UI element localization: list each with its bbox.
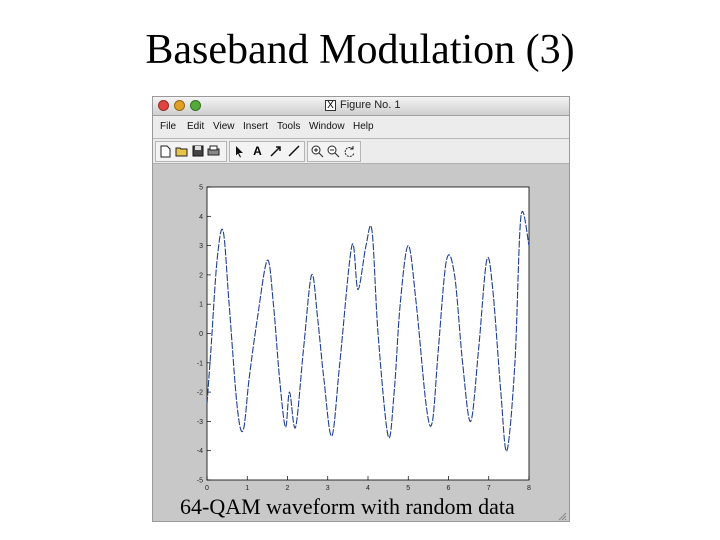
x-tick-label: 5 <box>406 485 410 492</box>
slide-title: Baseband Modulation (3) <box>145 27 575 73</box>
y-tick-label: -1 <box>197 360 203 367</box>
y-tick-label: 5 <box>199 185 203 192</box>
x-tick-label: 2 <box>286 485 290 492</box>
figure-toolbar: A <box>153 139 569 164</box>
menu-help[interactable]: Help <box>353 121 374 132</box>
rotate-icon[interactable] <box>342 143 357 159</box>
edit-tool-group: A <box>229 141 305 162</box>
y-tick-label: 4 <box>199 214 203 221</box>
minimize-window-button[interactable] <box>174 100 185 111</box>
y-tick-label: 0 <box>199 331 203 338</box>
x11-icon: X <box>325 100 336 111</box>
open-folder-icon[interactable] <box>174 143 189 159</box>
y-tick-label: -2 <box>197 390 203 397</box>
draw-line-icon[interactable] <box>286 143 301 159</box>
zoom-out-icon[interactable] <box>326 143 341 159</box>
zoom-in-icon[interactable] <box>310 143 325 159</box>
window-title: Figure No. 1 <box>340 99 401 111</box>
x-tick-label: 7 <box>487 485 491 492</box>
x-tick-label: 0 <box>205 485 209 492</box>
draw-arrow-icon[interactable] <box>268 143 283 159</box>
x-tick-label: 1 <box>245 485 249 492</box>
y-tick-label: 2 <box>199 272 203 279</box>
y-tick-label: -4 <box>197 448 203 455</box>
window-titlebar[interactable]: X Figure No. 1 <box>153 97 569 116</box>
menu-view[interactable]: View <box>213 121 235 132</box>
y-tick-label: -5 <box>197 478 203 485</box>
waveform-plot: 0 1 2 3 4 5 6 7 8 5 4 3 2 1 0 -1 -2 -3 -4 -5 <box>197 185 531 493</box>
menu-tools[interactable]: Tools <box>277 121 301 132</box>
file-tool-group <box>155 141 227 162</box>
figure-window: X Figure No. 1 File Edit View Insert Too… <box>152 96 570 522</box>
new-file-icon[interactable] <box>158 143 173 159</box>
menu-edit[interactable]: Edit <box>187 121 205 132</box>
text-icon[interactable]: A <box>253 144 262 158</box>
resize-grip-icon[interactable] <box>557 511 567 521</box>
x-tick-label: 8 <box>527 485 531 492</box>
view-tool-group <box>307 141 361 162</box>
figure-caption: 64-QAM waveform with random data <box>180 494 515 519</box>
menu-window[interactable]: Window <box>309 121 345 132</box>
save-icon[interactable] <box>190 143 205 159</box>
zoom-window-button[interactable] <box>190 100 201 111</box>
select-arrow-icon[interactable] <box>232 143 247 159</box>
plot-area: 0 1 2 3 4 5 6 7 8 5 4 3 2 1 0 -1 -2 -3 -4 -5 <box>153 164 569 521</box>
x-tick-label: 6 <box>447 485 451 492</box>
menu-insert[interactable]: Insert <box>243 121 269 132</box>
close-window-button[interactable] <box>158 100 169 111</box>
menu-file[interactable]: File <box>160 121 177 132</box>
menu-bar: File Edit View Insert Tools Window Help <box>153 116 569 139</box>
waveform-line <box>206 211 530 452</box>
x-tick-label: 3 <box>326 485 330 492</box>
y-tick-label: 3 <box>199 243 203 250</box>
print-icon[interactable] <box>206 143 221 159</box>
y-tick-label: -3 <box>197 419 203 426</box>
y-tick-label: 1 <box>199 302 203 309</box>
x-tick-label: 4 <box>366 485 370 492</box>
